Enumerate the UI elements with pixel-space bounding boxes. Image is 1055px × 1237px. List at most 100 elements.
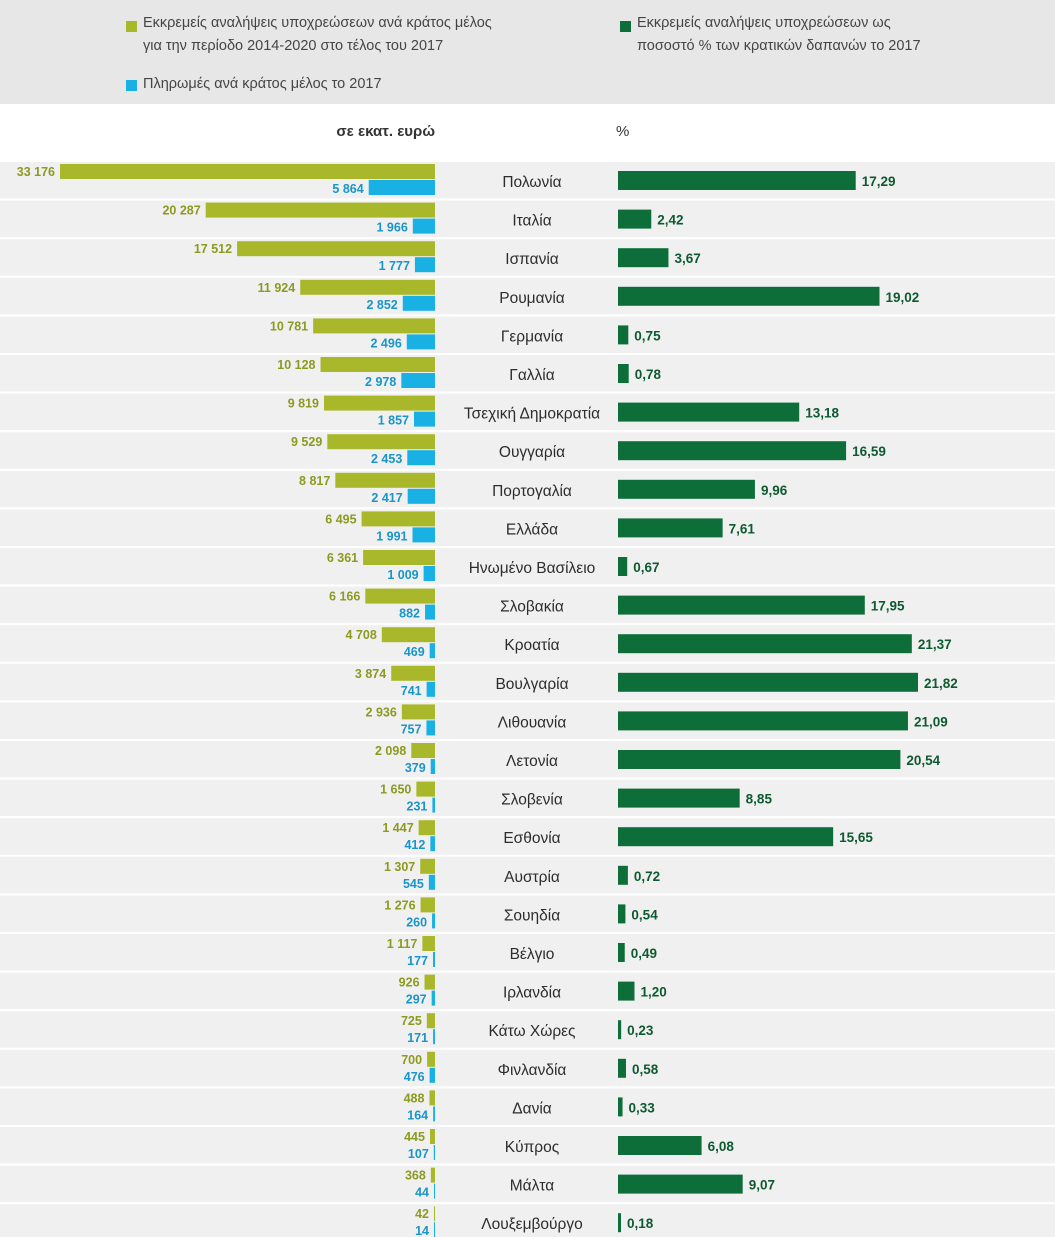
percent-bar [618, 750, 901, 769]
percent-bar [618, 1020, 622, 1040]
payments-value-label: 2 453 [371, 452, 402, 466]
row-separator [0, 854, 1055, 857]
commitments-value-label: 9 819 [288, 397, 319, 411]
country-label: Τσεχική Δημοκρατία [464, 406, 600, 423]
row-separator [0, 777, 1055, 780]
legend-swatch-payments [126, 80, 137, 91]
payments-value-label: 1 966 [376, 221, 407, 235]
commitments-bar [426, 1013, 435, 1029]
percent-value-label: 9,07 [749, 1178, 775, 1193]
row-separator [0, 353, 1055, 355]
row-background [0, 432, 1055, 469]
country-label: Σλοβακία [500, 599, 564, 616]
row-separator [0, 430, 1055, 433]
payments-value-label: 260 [406, 915, 427, 929]
row-background [0, 895, 1055, 932]
commitments-bar [430, 1167, 435, 1183]
percent-bar [618, 1213, 621, 1233]
percent-bar [618, 518, 723, 538]
row-separator [0, 623, 1055, 626]
percent-value-label: 0,67 [633, 560, 659, 575]
commitments-bar [416, 781, 435, 797]
row-background [0, 856, 1055, 894]
commitments-bar [429, 1129, 435, 1144]
commitments-value-label: 1 650 [380, 783, 411, 797]
row-background [0, 1088, 1055, 1125]
payments-bar [428, 874, 435, 890]
percent-value-label: 17,29 [862, 174, 896, 189]
percent-value-label: 15,65 [839, 830, 873, 845]
row-background [0, 1165, 1055, 1203]
legend-payments: Πληρωμές ανά κράτος μέλος το 2017 [143, 76, 382, 92]
country-label: Κύπρος [505, 1139, 559, 1156]
country-label: Κάτω Χώρες [488, 1023, 575, 1040]
row-background [0, 818, 1055, 855]
percent-value-label: 0,33 [629, 1100, 656, 1115]
commitments-value-label: 1 307 [384, 860, 415, 874]
row-background [0, 1204, 1055, 1237]
row-separator [0, 1163, 1055, 1166]
percent-bar [618, 1136, 702, 1155]
payments-value-label: 297 [406, 993, 427, 1007]
percent-value-label: 0,23 [627, 1023, 654, 1038]
payments-bar [432, 913, 435, 929]
row-separator [0, 237, 1055, 240]
commitments-bar [420, 858, 435, 874]
row-background [0, 548, 1055, 585]
row-separator [0, 468, 1055, 471]
row-background [0, 509, 1055, 546]
commitments-value-label: 6 166 [329, 590, 360, 604]
percent-bar [618, 364, 629, 383]
row-separator [0, 1047, 1055, 1050]
commitments-value-label: 20 287 [162, 204, 200, 218]
payments-bar [429, 1067, 435, 1083]
country-label: Φινλανδία [498, 1062, 567, 1079]
commitments-value-label: 8 817 [299, 474, 330, 488]
commitments-bar [300, 279, 435, 295]
percent-value-label: 0,72 [634, 869, 660, 884]
commitments-value-label: 1 117 [387, 937, 418, 951]
country-label: Ηνωμένο Βασίλειο [469, 560, 596, 577]
percent-value-label: 16,59 [852, 444, 886, 459]
payments-value-label: 882 [399, 607, 420, 621]
row-background [0, 200, 1055, 238]
legend-swatch-commitments [126, 21, 137, 32]
country-label: Πολωνία [502, 174, 561, 191]
country-label: Δανία [512, 1100, 552, 1117]
commitments-bar [418, 820, 435, 836]
row-separator [0, 816, 1055, 819]
row-separator [0, 391, 1055, 394]
payments-value-label: 171 [407, 1031, 428, 1045]
legend-commitments: Εκκρεμείς αναλήψεις υποχρεώσεων ανά κράτ… [143, 15, 492, 54]
percent-value-label: 0,54 [631, 907, 658, 922]
payments-bar [432, 952, 435, 967]
percent-bar [618, 788, 740, 808]
country-label: Ιρλανδία [503, 985, 561, 1002]
payments-value-label: 14 [415, 1224, 429, 1237]
row-background [0, 972, 1055, 1010]
commitments-value-label: 4 708 [346, 628, 377, 642]
payments-value-label: 5 864 [332, 182, 363, 196]
payments-bar [433, 1106, 435, 1122]
percent-value-label: 0,78 [635, 367, 662, 382]
row-background [0, 1049, 1055, 1087]
commitments-bar [361, 511, 435, 527]
country-label: Γερμανία [501, 328, 563, 345]
row-separator [0, 893, 1055, 896]
payments-bar [401, 373, 435, 388]
row-background [0, 316, 1055, 353]
payments-bar [426, 681, 435, 697]
percent-bar [618, 1174, 743, 1194]
country-label: Λιθουανία [498, 714, 567, 731]
commitments-value-label: 10 781 [270, 319, 308, 333]
commitments-value-label: 33 176 [17, 165, 55, 179]
commitments-value-label: 700 [401, 1053, 422, 1067]
row-separator [0, 1009, 1055, 1012]
commitments-value-label: 10 128 [277, 358, 315, 372]
commitments-value-label: 926 [399, 976, 420, 990]
percent-value-label: 13,18 [805, 406, 839, 421]
country-label: Λουξεμβούργο [481, 1216, 582, 1233]
percent-bar [618, 865, 628, 885]
payments-value-label: 1 009 [387, 568, 418, 582]
payments-value-label: 379 [405, 761, 426, 775]
